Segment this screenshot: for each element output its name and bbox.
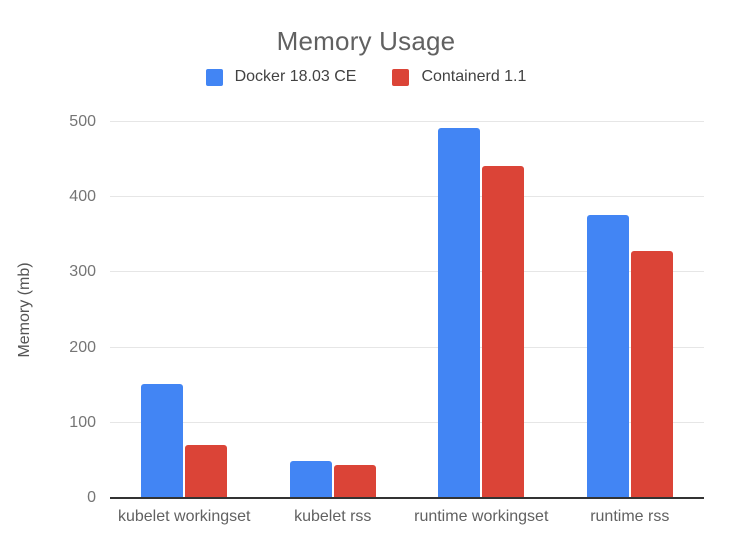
y-tick-label: 200 (69, 338, 96, 356)
legend: Docker 18.03 CE Containerd 1.1 (0, 68, 732, 86)
bar-series1-cat2 (482, 165, 525, 498)
y-tick-label: 100 (69, 413, 96, 431)
y-tick-label: 300 (69, 263, 96, 281)
x-axis-label: kubelet workingset (117, 508, 251, 525)
x-axis-label: runtime workingset (414, 508, 549, 525)
x-axis-labels: kubelet workingset kubelet rss runtime wor… (110, 508, 704, 526)
docker-series-swatch (205, 68, 223, 86)
bars-container (110, 122, 704, 498)
bar-group (556, 122, 705, 498)
bar-series1-cat1 (333, 464, 376, 498)
bar-group (407, 122, 556, 498)
y-tick-label: 0 (87, 489, 96, 506)
bar-series1-cat0 (185, 444, 228, 498)
gridline (110, 346, 704, 348)
bar-series0-cat2 (438, 128, 481, 498)
bar-group (259, 122, 408, 498)
y-axis-title-text: Memory (mb) (16, 262, 33, 358)
bar-group (110, 122, 259, 498)
x-axis-label: runtime rss (590, 508, 670, 525)
gridline (110, 271, 704, 273)
gridline (110, 421, 704, 423)
bar-series0-cat0 (141, 383, 184, 498)
bar-series1-cat3 (630, 251, 673, 498)
containerd-series-label: Containerd 1.1 (421, 68, 527, 85)
x-axis-label: kubelet rss (294, 508, 372, 525)
legend-item-containerd: Containerd 1.1 (392, 68, 526, 86)
legend-item-docker: Docker 18.03 CE (205, 68, 357, 86)
plot-area (110, 121, 704, 499)
x-axis-baseline (110, 497, 704, 499)
gridline (110, 121, 704, 122)
gridline (110, 196, 704, 198)
y-tick-label: 500 (69, 113, 96, 130)
bar-series0-cat3 (586, 214, 629, 498)
chart-title: Memory Usage (276, 26, 456, 56)
containerd-series-swatch (392, 68, 410, 86)
bar-series0-cat1 (289, 461, 332, 498)
y-tick-label: 400 (69, 188, 96, 206)
docker-series-label: Docker 18.03 CE (234, 68, 357, 85)
